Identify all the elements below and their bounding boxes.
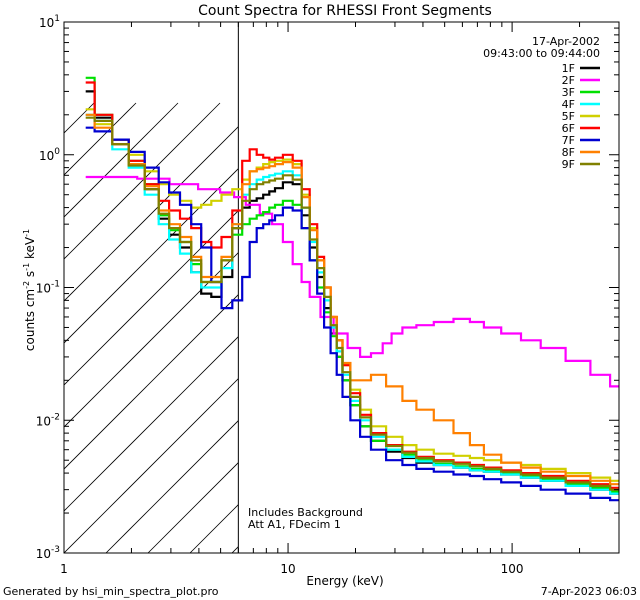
series-line-4F (85, 113, 619, 495)
y-axis-label: counts cm-2 s-1 keV-1 (22, 229, 37, 351)
hatch-line (64, 102, 137, 176)
legend-label: 1F (562, 62, 575, 75)
legend-label: 4F (562, 98, 575, 111)
legend-label: 9F (562, 158, 575, 171)
hatch-line (105, 420, 239, 553)
y-axis-label-exp3: -1 (22, 229, 31, 237)
y-axis-label-s: s (23, 271, 37, 281)
series-line-2F (85, 175, 619, 388)
hatch-line (64, 102, 95, 134)
y-axis-label-counts: counts cm (23, 289, 37, 351)
x-axis-label: Energy (keV) (306, 574, 383, 588)
series-group (85, 76, 619, 502)
legend-label: 7F (562, 134, 575, 147)
y-tick-exponent: 1 (54, 14, 60, 24)
series-line-5F (85, 108, 619, 482)
hatch-line (64, 252, 239, 428)
series-line-8F (85, 113, 619, 486)
legend-label: 5F (562, 110, 575, 123)
y-axis-label-kev: keV (23, 236, 37, 263)
x-tick-label: 10 (280, 562, 295, 576)
y-tick-exponent: -1 (51, 280, 60, 290)
y-tick-base: 10 (39, 149, 54, 163)
hatch-line (64, 294, 239, 470)
y-tick-label: 100 (39, 147, 60, 163)
legend-label: 8F (562, 146, 575, 159)
x-axis-ticks: 1 10 100 (60, 22, 620, 576)
series-line-7F (85, 126, 619, 502)
hatched-region (0, 102, 640, 553)
legend-label: 3F (562, 86, 575, 99)
series-line-3F (85, 76, 619, 493)
time-range-label: 09:43:00 to 09:44:00 (483, 47, 600, 60)
date-label: 17-Apr-2002 (532, 35, 600, 48)
annotation-attenuator: Att A1, FDecim 1 (248, 518, 341, 531)
hatch-line (147, 462, 239, 553)
y-axis-label-exp1: -2 (22, 281, 31, 289)
legend-label: 2F (562, 74, 575, 87)
x-tick-label: 1 (60, 562, 68, 576)
y-tick-label: 10-2 (36, 412, 60, 428)
y-tick-exponent: -3 (51, 545, 60, 555)
hatch-line (64, 126, 239, 302)
hatch-line (0, 103, 10, 553)
y-tick-exponent: 0 (54, 147, 60, 157)
y-tick-exponent: -2 (51, 412, 60, 422)
y-tick-label: 10-1 (36, 280, 60, 296)
hatch-line (610, 103, 640, 553)
legend-label: 6F (562, 122, 575, 135)
hatch-line (64, 168, 239, 344)
y-tick-label: 10-3 (36, 545, 60, 561)
footer-timestamp: 7-Apr-2023 06:03 (541, 585, 637, 598)
y-tick-label: 101 (39, 14, 60, 30)
series-line-6F (85, 81, 619, 489)
y-axis-label-exp2: -1 (22, 263, 31, 271)
y-tick-base: 10 (36, 414, 51, 428)
y-tick-base: 10 (39, 16, 54, 30)
hatch-line (64, 378, 239, 553)
chart-title: Count Spectra for RHESSI Front Segments (198, 3, 492, 19)
x-tick-label: 100 (501, 562, 524, 576)
y-tick-base: 10 (36, 547, 51, 561)
hatch-line (64, 336, 239, 512)
annotation-background: Includes Background (248, 506, 363, 519)
y-tick-base: 10 (36, 282, 51, 296)
footer-generated-by: Generated by hsi_min_spectra_plot.pro (3, 585, 219, 598)
series-line-9F (85, 116, 619, 491)
series-line-1F (85, 90, 619, 495)
hatch-line (64, 210, 239, 386)
